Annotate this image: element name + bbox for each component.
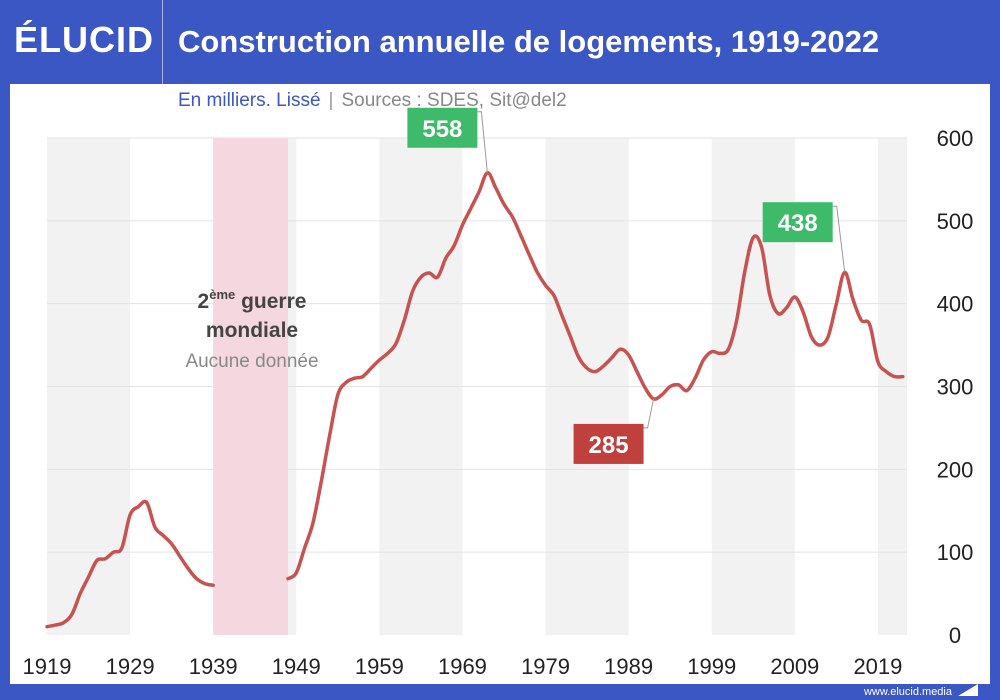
y-tick-label: 600 <box>937 126 974 151</box>
x-tick-label: 1969 <box>438 654 487 679</box>
y-tick-label: 200 <box>937 457 974 482</box>
footer-url: www.elucid.media <box>863 686 952 698</box>
chart-subtitle: En milliers. Lissé | Sources : SDES, Sit@d… <box>178 90 567 112</box>
x-tick-label: 1919 <box>23 654 72 679</box>
x-tick-label: 1949 <box>272 654 321 679</box>
x-tick-label: 1939 <box>189 654 238 679</box>
header-bar: ÉLUCID Construction annuelle de logement… <box>0 0 1000 84</box>
y-tick-label: 100 <box>937 540 974 565</box>
y-tick-label: 400 <box>937 292 974 317</box>
chart-title: Construction annuelle de logements, 1919… <box>178 24 880 59</box>
chart-panel <box>10 84 990 684</box>
header-divider <box>162 0 163 84</box>
series-line <box>45 499 215 629</box>
war-label-line1: 2ème guerre <box>198 287 307 313</box>
y-tick-label: 0 <box>949 623 961 648</box>
x-tick-label: 1929 <box>106 654 155 679</box>
annotation-value-label: 438 <box>778 210 818 237</box>
series-line <box>286 171 905 581</box>
annotation-leader <box>643 398 655 429</box>
y-tick-label: 500 <box>937 209 974 234</box>
annotation-badge <box>573 423 644 464</box>
brand-logo: ÉLUCID <box>14 19 154 60</box>
annotation-badge <box>762 202 833 243</box>
annotation-badge <box>407 107 478 148</box>
x-tick-label: 2019 <box>853 654 902 679</box>
brand-mark-icon <box>958 684 978 696</box>
subtitle-separator: | <box>328 90 334 111</box>
units-note: En milliers. Lissé <box>178 90 321 111</box>
x-tick-label: 1959 <box>355 654 404 679</box>
sources-note: Sources : SDES, Sit@del2 <box>341 90 567 111</box>
y-tick-label: 300 <box>937 375 974 400</box>
annotation-value-label: 558 <box>422 116 462 143</box>
x-tick-label: 1989 <box>604 654 653 679</box>
war-shaded-region <box>213 138 288 635</box>
annotation-leader <box>832 205 846 273</box>
x-tick-label: 2009 <box>770 654 819 679</box>
war-label-line2: mondiale <box>206 319 298 342</box>
x-tick-label: 1999 <box>687 654 736 679</box>
war-label-line3: Aucune donnée <box>185 351 318 372</box>
annotation-leader <box>477 111 488 173</box>
x-tick-label: 1979 <box>521 654 570 679</box>
annotation-value-label: 285 <box>589 432 629 459</box>
